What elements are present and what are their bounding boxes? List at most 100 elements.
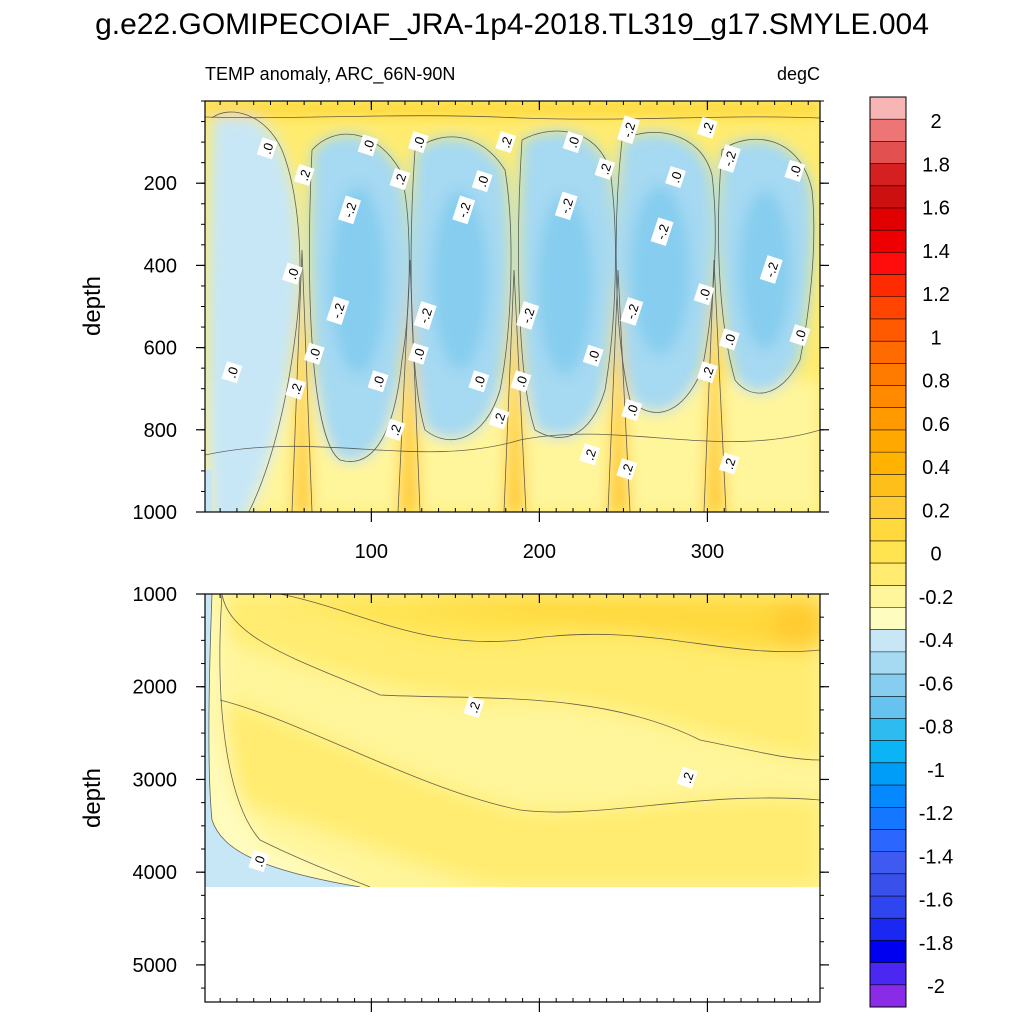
colorbar-label: 0.2 — [922, 500, 950, 522]
top-contour-label-box — [338, 195, 361, 225]
top-contour-label-box — [303, 342, 325, 365]
top-contour-label-box — [621, 399, 643, 422]
bottom-contour-label-box — [676, 766, 698, 789]
colorbar-swatch — [870, 341, 906, 364]
top-y-tick-label: 400 — [144, 255, 177, 277]
colorbar-label: 1.8 — [922, 154, 950, 176]
bottom-nodata-area — [205, 887, 820, 1002]
colorbar-swatch — [870, 984, 906, 1008]
top-contour-label-text: .0 — [585, 349, 603, 364]
top-contour-label-text: .2 — [699, 120, 717, 135]
top-contour-label: .2 — [616, 458, 638, 481]
top-contour-label-text: -.2 — [619, 120, 638, 139]
top-contour-label: .0 — [367, 370, 389, 393]
top-contour-label-box — [293, 163, 315, 187]
top-contour-label-text: .2 — [618, 462, 636, 477]
top-contour-label: -.2 — [717, 144, 741, 173]
top-contour-label-box — [488, 407, 510, 430]
colorbar-swatch — [870, 718, 906, 742]
top-contour-labels: .0.0.0.2.0-.2.2-.2.2.2.0.2.0.0-.2 -.2 -.2-… — [221, 115, 811, 481]
top-contour-label-box — [510, 370, 532, 393]
bottom-y-tick-label: 3000 — [133, 769, 178, 791]
bottom-contour-fill — [205, 594, 820, 887]
top-contour-label-text: .2 — [287, 381, 305, 396]
colorbar-swatch — [870, 785, 906, 808]
bottom-panel: .2 .2 .0 1000 2000 3000 4000 5000 depth — [79, 584, 829, 1012]
top-contour-label: .0 — [303, 342, 325, 365]
top-panel-units: degC — [777, 64, 820, 84]
top-contour-label: .0 — [256, 137, 278, 160]
top-contour-label-text: .0 — [284, 266, 302, 281]
colorbar-frame — [869, 96, 907, 1008]
top-x-tick-label: 100 — [355, 541, 388, 563]
top-y-tick-label: 1000 — [133, 502, 178, 524]
colorbar-swatch — [870, 873, 906, 897]
top-contour-label: -.2 — [616, 115, 640, 145]
top-contour-label-text: .0 — [360, 138, 378, 153]
colorbar-label: -1.2 — [919, 803, 953, 825]
colorbar-swatch — [870, 807, 906, 830]
top-contour-label-text: .2 — [491, 411, 509, 426]
colorbar-label: -2 — [927, 976, 945, 998]
colorbar-swatch — [870, 296, 906, 320]
colorbar-swatch — [870, 962, 906, 986]
colorbar-swatch — [870, 496, 906, 520]
bottom-contour-label-text: .2 — [466, 700, 484, 715]
top-contour-label-text: -.2 — [455, 201, 474, 220]
top-contour-label-box — [718, 328, 740, 351]
bottom-contour-label-box — [463, 696, 485, 719]
top-contour-label-box — [616, 115, 640, 145]
colorbar-label: -1.4 — [919, 846, 953, 868]
top-contour-label-box — [384, 418, 406, 441]
top-contour-label: .0 — [357, 134, 379, 157]
top-contour-label-text: .0 — [623, 403, 641, 418]
colorbar-swatch — [870, 429, 906, 453]
top-contour-label: .2 — [718, 452, 740, 475]
bottom-axes: 1000 2000 3000 4000 5000 — [133, 584, 829, 1012]
top-contour-label-text: .0 — [565, 135, 583, 150]
top-contour-label: .2 — [285, 377, 307, 400]
top-y-tick-label: 200 — [144, 173, 177, 195]
top-contour-label-box — [579, 443, 601, 466]
colorbar-swatch — [870, 762, 906, 786]
top-contour-label-box — [281, 262, 303, 285]
colorbar-swatch — [870, 674, 906, 697]
colorbar-label: -0.2 — [919, 587, 953, 609]
colorbar-label: -1.8 — [919, 933, 953, 955]
top-contour-label: -.2 — [413, 301, 437, 330]
top-contour-label-box — [620, 297, 644, 326]
colorbar-swatch — [870, 185, 906, 209]
top-contour-label-box — [718, 452, 740, 475]
top-contour-label-text: .0 — [721, 332, 739, 347]
colorbar-swatch — [870, 252, 906, 275]
colorbar-swatch — [870, 851, 906, 875]
top-contour-label-box — [326, 296, 350, 325]
figure-title: g.e22.GOMIPECOIAF_JRA-1p4-2018.TL319_g17… — [95, 8, 929, 41]
top-contour-label-text: .0 — [224, 365, 242, 380]
top-contour-label: .0 — [784, 159, 806, 182]
top-contour-label: .2 — [488, 407, 510, 430]
top-contour-label-text: .2 — [699, 365, 717, 380]
colorbar-label: -0.4 — [919, 630, 953, 652]
top-contour-label-box — [367, 370, 389, 393]
top-contour-label-text: .2 — [387, 422, 405, 437]
top-contour-label-text: .0 — [696, 287, 714, 302]
colorbar-swatch — [870, 385, 906, 409]
top-contour-label-text: .0 — [259, 141, 277, 156]
colorbar: 2 1.8 1.6 1.4 1.2 1 0.8 0.6 0.4 0.2 0 -0.2 -0.4 -0.6 -… — [869, 96, 953, 1008]
bottom-contour-labels: .2 .2 .0 — [248, 696, 698, 873]
colorbar-swatch — [870, 363, 906, 386]
top-contour-label-text: .2 — [597, 161, 615, 176]
top-contour-label: .0 — [693, 283, 715, 306]
bottom-contour-label-text: .0 — [250, 854, 268, 869]
bottom-y-axis-label: depth — [79, 768, 106, 828]
colorbar-swatch — [870, 651, 906, 675]
top-contour-label-box — [697, 116, 718, 139]
top-contour-label-text: .0 — [410, 346, 428, 361]
colorbar-swatch — [870, 318, 906, 342]
top-contour-label-box — [471, 170, 493, 193]
top-x-tick-label: 300 — [691, 541, 724, 563]
top-contour-label: .0 — [281, 262, 303, 285]
colorbar-label: -1 — [927, 760, 945, 782]
top-contour-label: -.2 — [554, 191, 578, 221]
